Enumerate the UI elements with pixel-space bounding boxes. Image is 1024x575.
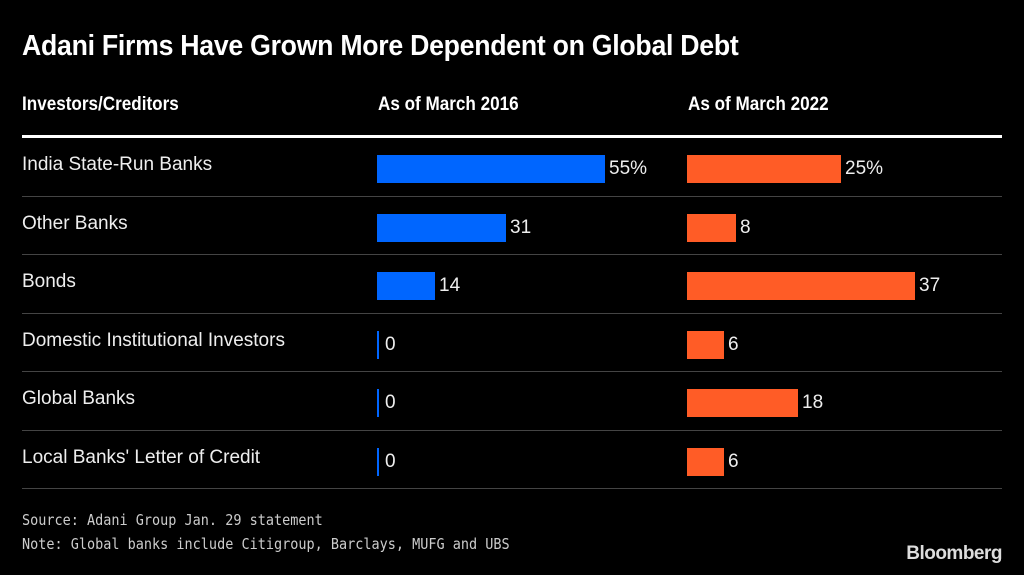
bar-2022 [687,389,798,417]
row-label: Other Banks [22,212,128,234]
table-row: Local Banks' Letter of Credit 0 6 [22,431,1002,489]
value-label-2016: 0 [385,450,396,472]
bar-2016 [377,272,435,300]
footnote: Note: Global banks include Citigroup, Ba… [22,535,510,553]
value-label-2016: 55% [609,158,648,179]
row-label: Bonds [22,271,76,292]
bar-2022 [687,155,841,183]
table-row: Domestic Institutional Investors 0 6 [22,314,1002,372]
bar-2022 [687,272,915,300]
bar-2022 [687,447,724,476]
table-row: Bonds 14 37 [22,255,1002,314]
value-label-2016: 0 [385,392,396,413]
column-header-2016: As of March 2016 [378,94,519,115]
bar-2016 [377,389,379,417]
value-label-2016: 14 [439,275,461,296]
column-header-2022: As of March 2022 [688,94,829,115]
bar-2016 [377,447,379,476]
bar-2016 [377,213,506,242]
value-label-2022: 25% [845,158,884,179]
bar-2022 [687,330,724,359]
value-label-2022: 8 [740,216,751,238]
value-label-2022: 6 [728,450,739,472]
row-label: India State-Run Banks [22,154,213,175]
table-row: India State-Run Banks 55% 25% [22,138,1002,197]
row-label: Domestic Institutional Investors [22,329,285,351]
row-label: Local Banks' Letter of Credit [22,446,261,468]
table-row: Global Banks 0 18 [22,372,1002,431]
bar-2016 [377,330,379,359]
column-header-category: Investors/Creditors [22,94,179,115]
chart-rows: India State-Run Banks 55% 25% Other Banks 31… [0,138,1024,489]
value-label-2022: 18 [802,392,824,413]
value-label-2016: 31 [510,216,532,238]
header-rule [22,135,1002,138]
value-label-2016: 0 [385,333,396,355]
value-label-2022: 6 [728,333,739,355]
table-row: Other Banks 31 8 [22,197,1002,255]
chart-title: Adani Firms Have Grown More Dependent on… [22,30,739,62]
source-note: Source: Adani Group Jan. 29 statement [22,511,323,529]
value-label-2022: 37 [919,275,941,296]
bloomberg-logo: Bloomberg [906,543,1002,564]
bar-2022 [687,213,736,242]
bar-2016 [377,155,605,183]
row-label: Global Banks [22,388,136,409]
